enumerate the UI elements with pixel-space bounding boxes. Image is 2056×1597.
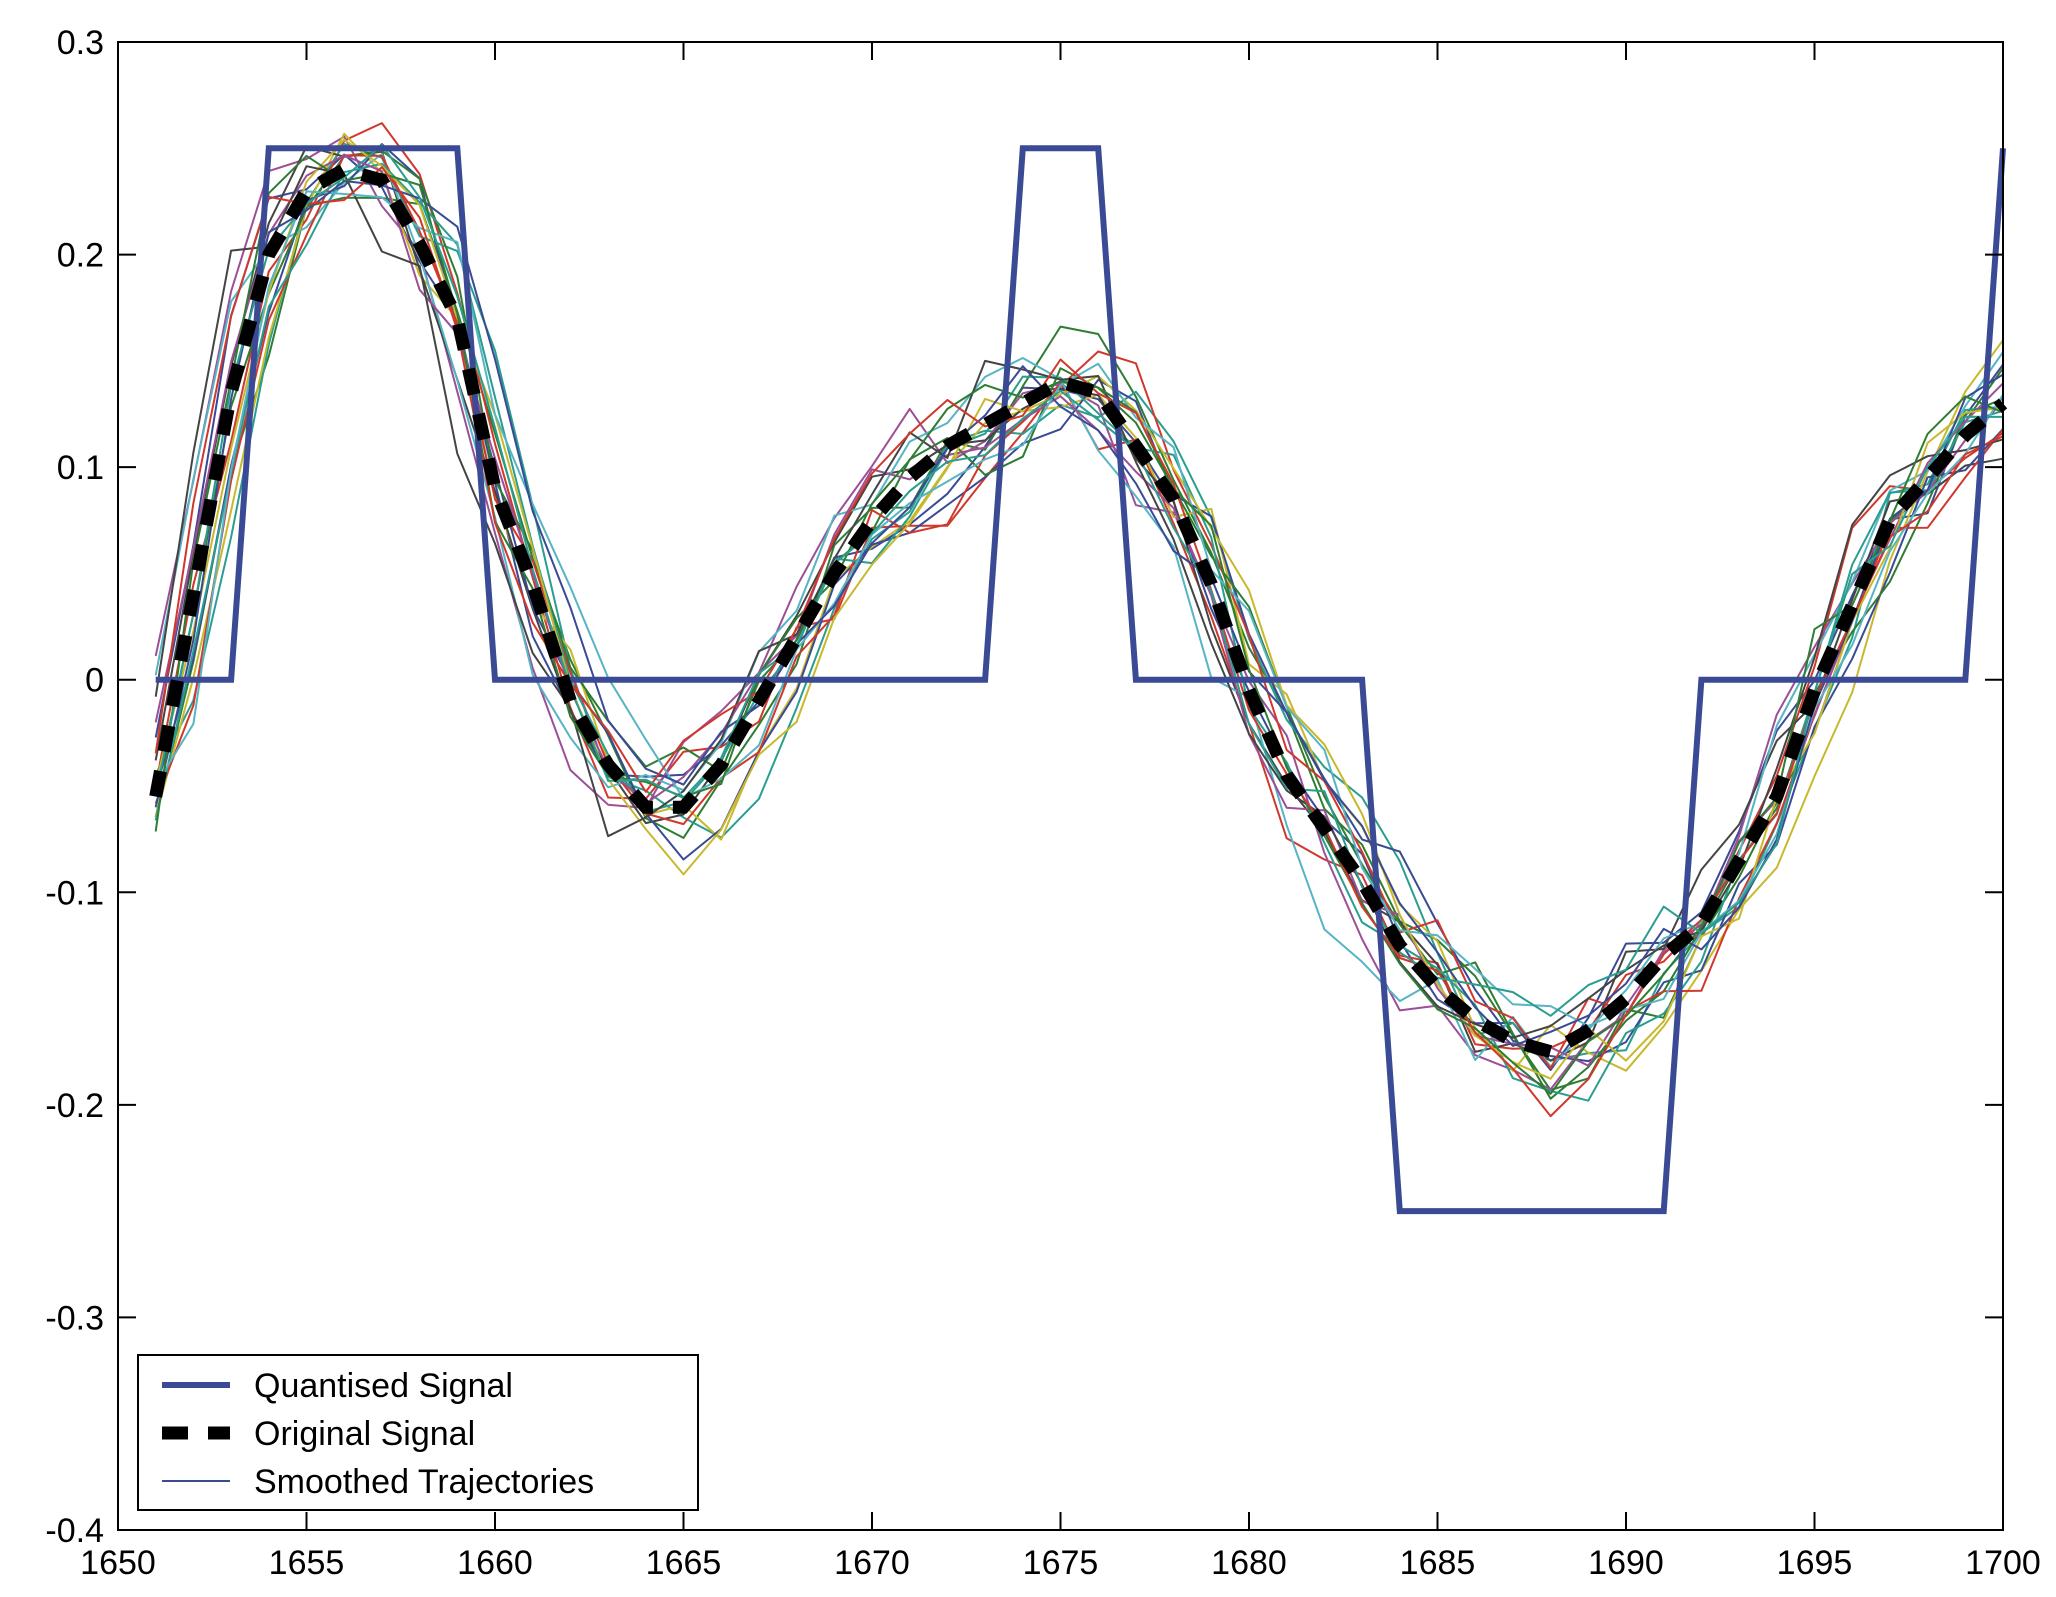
original-signal-line [149, 162, 2008, 1059]
trajectory-line [154, 154, 2004, 1067]
trajectory-line [154, 149, 2004, 1100]
legend-box [137, 1354, 699, 1511]
y-tick-label: 0.1 [57, 449, 104, 487]
trajectory-line [154, 144, 2004, 1017]
x-tick-label: 1650 [80, 1544, 156, 1582]
axis-ticks: 1650 1655 1660 1665 1670 1675 1680 1685 1690 1695… [45, 24, 2040, 1582]
y-tick-label: -0.3 [45, 1299, 104, 1337]
y-tick-label: -0.4 [45, 1512, 104, 1550]
trajectory-line [154, 135, 2004, 1091]
y-tick-label: -0.1 [45, 874, 104, 912]
legend-smoothed-label: Smoothed Trajectories [254, 1463, 594, 1501]
trajectory-line [154, 190, 2004, 1027]
smoothed-trajectories [154, 122, 2004, 1118]
x-tick-label: 1685 [1400, 1544, 1476, 1582]
y-tick-label: 0.3 [57, 24, 104, 62]
x-tick-label: 1690 [1588, 1544, 1664, 1582]
x-tick-label: 1680 [1211, 1544, 1287, 1582]
x-tick-label: 1665 [646, 1544, 722, 1582]
x-tick-label: 1675 [1023, 1544, 1099, 1582]
x-tick-label: 1700 [1965, 1544, 2041, 1582]
plot-frame [117, 41, 2004, 1531]
y-tick-label: -0.2 [45, 1087, 104, 1125]
y-tick-label: 0.2 [57, 237, 104, 275]
legend: Quantised Signal Original Signal Smoothed … [137, 1354, 699, 1511]
x-tick-label: 1655 [269, 1544, 345, 1582]
quantised-signal-line [155, 145, 2006, 1215]
legend-original-label: Original Signal [254, 1415, 475, 1453]
trajectory-line [154, 166, 2004, 1118]
x-tick-label: 1670 [834, 1544, 910, 1582]
legend-quantised-label: Quantised Signal [254, 1367, 513, 1405]
y-tick-label: 0 [85, 662, 104, 700]
x-tick-label: 1695 [1777, 1544, 1853, 1582]
x-tick-label: 1660 [457, 1544, 533, 1582]
main-series [149, 145, 2008, 1215]
trajectory-line [154, 154, 2004, 1070]
